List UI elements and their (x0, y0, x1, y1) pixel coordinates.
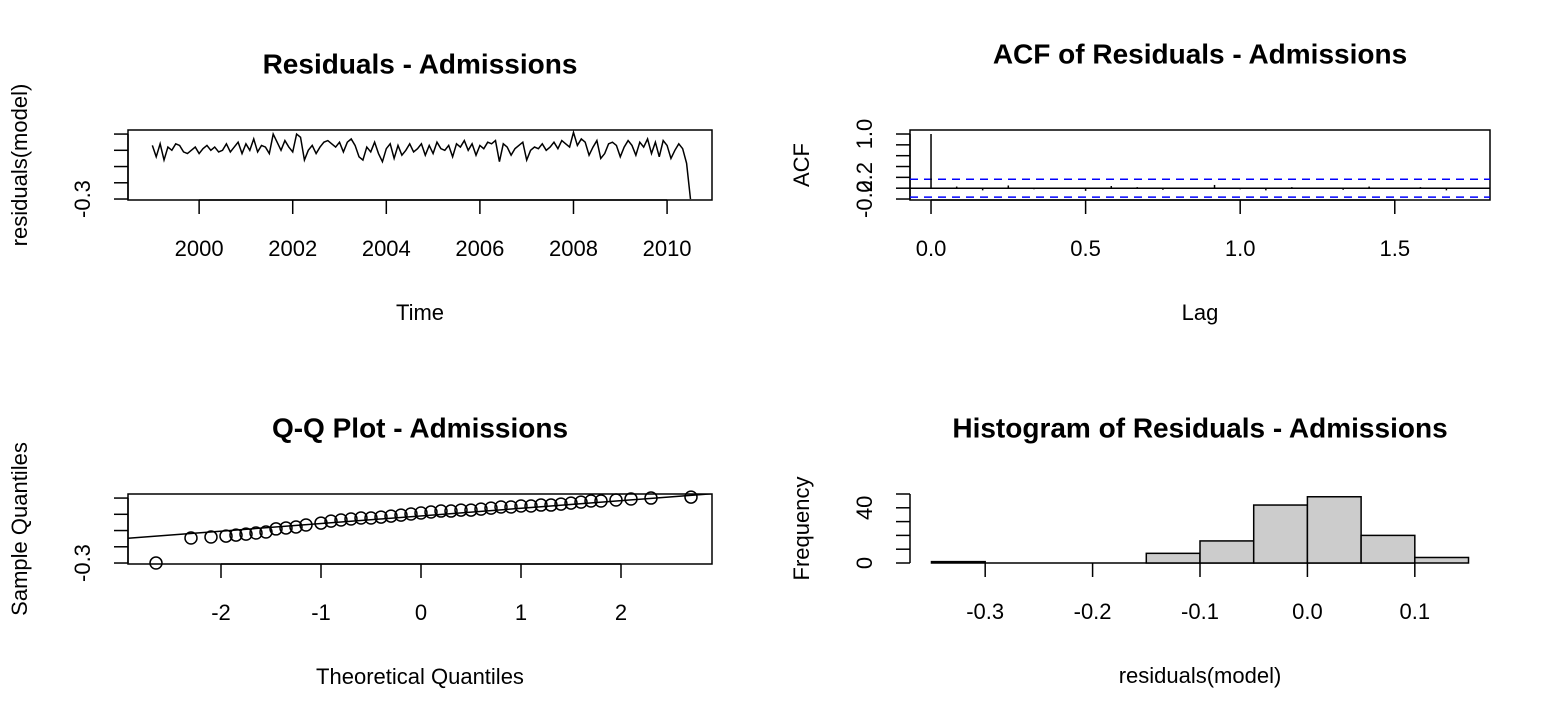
y-tick-label: 40 (852, 496, 877, 520)
x-tick-label: -1 (311, 600, 331, 625)
y-tick-label: 1.0 (852, 119, 877, 150)
plot-box (127, 493, 713, 565)
y-tick-label: -0.3 (70, 180, 95, 218)
chart-title: Histogram of Residuals - Admissions (952, 412, 1447, 443)
qq-point (229, 528, 243, 542)
qq-point (269, 522, 283, 536)
x-tick-label: 2004 (362, 236, 411, 261)
histogram-bar (1252, 504, 1309, 564)
x-tick-label: 0.0 (1292, 599, 1323, 624)
qq-point (204, 530, 218, 544)
plot-box (909, 129, 1491, 201)
qq-point (504, 500, 518, 514)
qq-point (424, 505, 438, 519)
qq-point (354, 511, 368, 525)
plot-box (127, 129, 713, 201)
qq-point (334, 513, 348, 527)
qq-point (494, 500, 508, 514)
qq-point (444, 504, 458, 518)
y-tick-label: -0.3 (70, 544, 95, 582)
x-tick-label: 0 (415, 600, 427, 625)
qq-point (434, 504, 448, 518)
histogram-bar (1199, 540, 1255, 564)
qq-point (364, 511, 378, 525)
qq-point (249, 526, 263, 540)
histogram-bar (1414, 556, 1470, 564)
x-axis-label: residuals(model) (1119, 663, 1282, 688)
x-tick-label: 2008 (549, 236, 598, 261)
x-tick-label: 2 (615, 600, 627, 625)
x-tick-label: -2 (211, 600, 231, 625)
y-axis-label: ACF (789, 143, 814, 187)
qq-point (344, 512, 358, 526)
qq-point (324, 514, 338, 528)
x-axis-label: Time (396, 300, 444, 325)
qq-point (384, 509, 398, 523)
qq-point (414, 506, 428, 520)
x-axis-label: Theoretical Quantiles (316, 664, 524, 689)
x-tick-label: -0.3 (966, 599, 1004, 624)
qq-point (404, 507, 418, 521)
histogram-bar (1145, 552, 1201, 564)
x-tick-label: 1.5 (1379, 236, 1410, 261)
y-axis-label: Frequency (789, 477, 814, 581)
qq-point (534, 498, 548, 512)
histogram-bar (1306, 496, 1362, 564)
x-tick-label: 1.0 (1225, 236, 1256, 261)
y-tick-label: -0.2 (852, 180, 877, 218)
qq-point (279, 521, 293, 535)
x-tick-label: 0.0 (916, 236, 947, 261)
qq-point (394, 508, 408, 522)
x-tick-label: 2000 (175, 236, 224, 261)
chart-title: ACF of Residuals - Admissions (993, 38, 1407, 69)
x-axis-label: Lag (1182, 300, 1219, 325)
qq-point (239, 527, 253, 541)
qq-point (484, 501, 498, 515)
qq-point (584, 494, 598, 508)
qq-point (524, 499, 538, 513)
qq-point (184, 531, 198, 545)
y-axis-label: residuals(model) (7, 84, 32, 247)
y-tick-label: 0 (852, 557, 877, 569)
chart-title: Q-Q Plot - Admissions (272, 412, 568, 443)
qq-point (464, 503, 478, 517)
x-tick-label: 0.5 (1070, 236, 1101, 261)
qq-point (514, 499, 528, 513)
qq-line (128, 494, 712, 540)
y-axis-label: Sample Quantiles (7, 442, 32, 616)
x-tick-label: -0.2 (1074, 599, 1112, 624)
qq-point (149, 556, 163, 570)
x-tick-label: 2006 (455, 236, 504, 261)
qq-point (374, 510, 388, 524)
histogram-bar (1360, 534, 1416, 564)
y-tick-label: 0.2 (852, 162, 877, 193)
qq-point (259, 525, 273, 539)
qq-point (454, 503, 468, 517)
qq-point (574, 495, 588, 509)
x-tick-label: 0.1 (1400, 599, 1431, 624)
qq-point (684, 490, 698, 504)
x-tick-label: -0.1 (1181, 599, 1219, 624)
qq-point (289, 520, 303, 534)
chart-title: Residuals - Admissions (263, 48, 578, 79)
x-tick-label: 2002 (268, 236, 317, 261)
x-tick-label: 2010 (643, 236, 692, 261)
qq-point (564, 496, 578, 510)
x-tick-label: 1 (515, 600, 527, 625)
qq-point (474, 502, 488, 516)
histogram-bar (930, 560, 986, 564)
residual-line (151, 129, 692, 200)
